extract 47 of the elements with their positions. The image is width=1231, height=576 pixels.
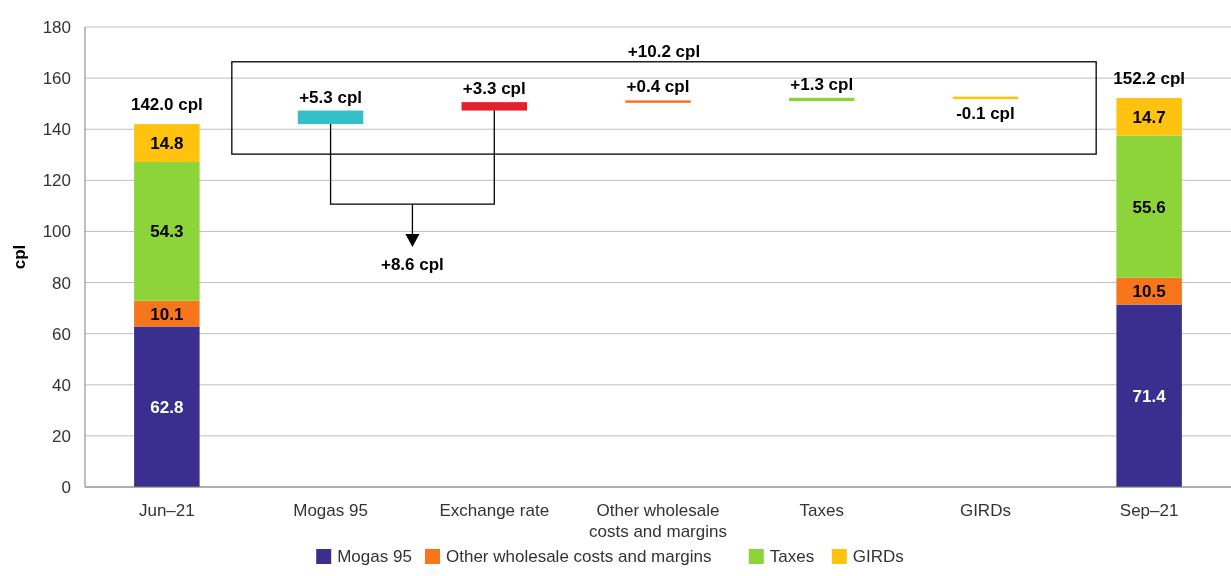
legend-label: Mogas 95	[337, 547, 412, 566]
y-tick-label: 180	[42, 18, 71, 37]
x-tick-label: Other wholesale costs and margins	[589, 501, 727, 541]
x-tick-label: Jun–21	[138, 501, 195, 520]
data-label: 10.5	[1132, 282, 1166, 302]
legend-label: GIRDs	[852, 547, 904, 566]
y-tick-label: 80	[52, 273, 71, 293]
legend-label: Taxes	[769, 547, 815, 566]
legend-label: Other wholesale costs and margins	[446, 547, 712, 566]
total-label: 142.0 cpl	[130, 95, 203, 115]
data-label: +0.4 cpl	[626, 77, 690, 97]
y-tick-label: 160	[42, 69, 71, 89]
data-label: 62.8	[150, 397, 184, 417]
y-tick-label: 40	[52, 375, 71, 395]
data-label: +1.3 cpl	[790, 74, 854, 94]
annotation: +8.6 cpl	[381, 255, 444, 275]
bar	[1116, 98, 1182, 136]
data-label: 14.7	[1132, 107, 1166, 127]
data-label: +3.3 cpl	[462, 79, 526, 99]
bar	[134, 326, 200, 487]
data-label: 54.3	[150, 222, 184, 242]
bar	[297, 110, 364, 125]
bar	[134, 124, 200, 162]
total-label: 152.2 cpl	[1113, 69, 1186, 89]
data-label: +5.3 cpl	[299, 87, 362, 107]
x-tick-label: Exchange rate	[439, 501, 550, 520]
x-tick-label: Taxes	[799, 501, 844, 520]
y-axis-title: cpl	[10, 244, 29, 270]
bar	[461, 102, 528, 111]
x-tick-label: Mogas 95	[293, 501, 368, 520]
data-label: -0.1 cpl	[956, 104, 1015, 124]
data-label: 14.8	[150, 134, 184, 154]
y-tick-label: 60	[52, 324, 71, 344]
y-tick-label: 0	[61, 478, 71, 497]
y-tick-label: 100	[42, 222, 71, 242]
annotation: +10.2 cpl	[627, 41, 701, 61]
bar	[134, 161, 200, 301]
data-label: 71.4	[1132, 386, 1167, 406]
x-tick-label: GIRDs	[959, 501, 1011, 520]
y-tick-label: 20	[52, 426, 71, 446]
data-label: 55.6	[1132, 197, 1166, 217]
bar	[1116, 135, 1182, 278]
y-tick-label: 120	[42, 171, 71, 191]
y-tick-label: 140	[42, 120, 71, 140]
x-tick-label: Sep–21	[1119, 501, 1179, 520]
bar	[1116, 304, 1182, 487]
data-label: 10.1	[150, 304, 184, 324]
